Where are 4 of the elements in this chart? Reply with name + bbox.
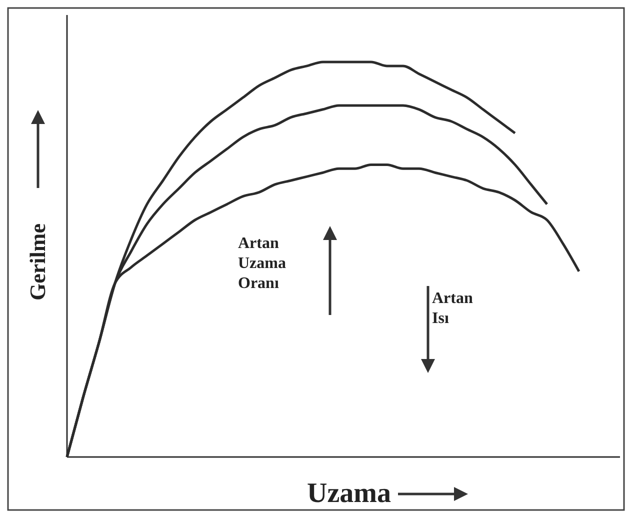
annotation: Artan Uzama Oranı bbox=[238, 235, 286, 292]
annotation: Artan Isı bbox=[432, 290, 473, 327]
y-axis-title: Gerilme bbox=[25, 223, 50, 300]
x-axis-title: Uzama bbox=[307, 478, 391, 509]
